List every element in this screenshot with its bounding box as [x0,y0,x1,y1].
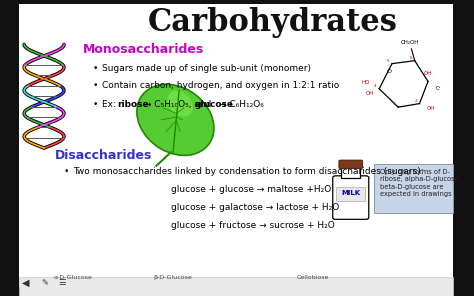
Ellipse shape [137,84,214,155]
FancyBboxPatch shape [19,277,453,296]
Text: OH: OH [427,106,436,110]
Text: O: O [386,69,391,74]
Text: HO: HO [361,81,370,85]
FancyBboxPatch shape [336,187,365,201]
Text: CH₂OH: CH₂OH [401,41,419,45]
Text: → C₆H₁₂O₆: → C₆H₁₂O₆ [219,100,264,109]
Text: C¹: C¹ [436,86,442,91]
FancyBboxPatch shape [374,164,453,213]
Text: Monosaccharides: Monosaccharides [83,43,204,56]
Text: 3: 3 [393,102,396,106]
Text: ◀: ◀ [22,278,30,288]
Text: 4: 4 [374,84,377,88]
Text: ✎: ✎ [42,278,48,287]
Text: 5: 5 [387,59,390,63]
Text: Cellobiose: Cellobiose [297,275,329,280]
Text: MILK: MILK [341,190,360,196]
Text: OH: OH [366,91,374,96]
Text: glucose: glucose [194,100,233,109]
Text: Ex:: Ex: [102,100,118,109]
Text: Contain carbon, hydrogen, and oxygen in 1:2:1 ratio: Contain carbon, hydrogen, and oxygen in … [102,81,339,90]
Text: Only ring forms of D-
ribose, alpha-D-glucose,
beta-D-glucose are
expected in dr: Only ring forms of D- ribose, alpha-D-gl… [380,169,461,197]
Text: •: • [64,167,69,176]
Text: •: • [92,100,98,109]
Text: 2: 2 [414,99,417,103]
Text: 6: 6 [410,56,412,60]
Text: •: • [92,81,98,90]
FancyBboxPatch shape [333,176,369,219]
FancyBboxPatch shape [341,166,360,178]
FancyBboxPatch shape [339,160,363,168]
Text: α-D-Glucose: α-D-Glucose [54,275,93,280]
Text: Sugars made up of single sub-unit (monomer): Sugars made up of single sub-unit (monom… [102,64,311,73]
FancyBboxPatch shape [19,4,453,287]
Text: ribose: ribose [117,100,149,109]
Text: Two monosaccharides linked by condensation to form disaccharides (sugars):: Two monosaccharides linked by condensati… [73,167,424,176]
Text: •: • [92,64,98,73]
Text: Carbohydrates: Carbohydrates [147,7,398,38]
Ellipse shape [167,91,193,117]
Text: → C₅H₁₀O₅, and: → C₅H₁₀O₅, and [141,100,214,109]
Text: glucose + fructose → sucrose + H₂O: glucose + fructose → sucrose + H₂O [171,221,334,229]
Text: β-D-Glucose: β-D-Glucose [154,275,192,280]
Text: glucose + glucose → maltose +H₂O: glucose + glucose → maltose +H₂O [171,185,331,194]
Text: OH: OH [423,71,432,76]
Text: ☰: ☰ [58,278,65,287]
Text: glucose + galactose → lactose + H₂O: glucose + galactose → lactose + H₂O [171,203,339,212]
Text: Disaccharides: Disaccharides [55,149,152,163]
